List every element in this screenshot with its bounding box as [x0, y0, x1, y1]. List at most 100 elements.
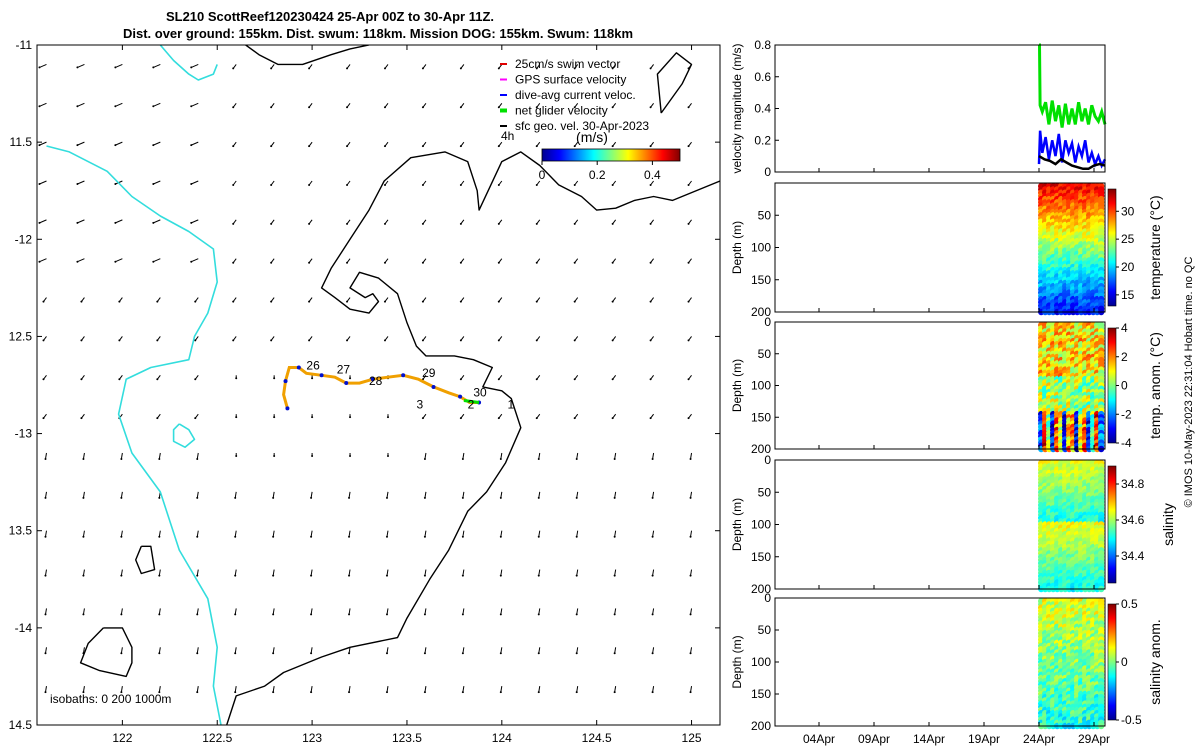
current-vector — [82, 647, 85, 654]
track-dot — [458, 394, 463, 399]
current-vector-head — [272, 574, 275, 577]
current-vector-head — [614, 730, 616, 732]
current-vector-head — [535, 300, 538, 303]
current-vector-head — [310, 496, 313, 499]
current-vector-head — [575, 535, 578, 538]
current-vector-head — [383, 145, 386, 148]
current-vector — [310, 686, 313, 693]
current-vector — [158, 608, 161, 615]
current-vector-head — [270, 184, 273, 186]
current-vector — [652, 569, 655, 576]
y-tick-label: 0 — [764, 453, 771, 467]
current-vector-head — [386, 416, 389, 419]
y-tick-label: 0 — [764, 315, 771, 329]
current-vector-head — [497, 67, 500, 70]
y-tick-label: 0 — [764, 165, 771, 179]
x-tick-label: 122.5 — [202, 731, 232, 745]
current-vector-head — [44, 535, 47, 538]
current-vector — [196, 530, 199, 537]
current-vector-head — [576, 730, 578, 732]
net-velocity-segment — [463, 399, 480, 404]
map-colorbar — [541, 148, 681, 162]
current-vector-head — [651, 458, 654, 460]
current-vector — [191, 102, 199, 107]
current-vector-head — [42, 300, 45, 303]
current-vector-head — [190, 221, 193, 224]
y-tick-label: -12 — [15, 232, 33, 246]
y-tick-label: -11 — [16, 38, 33, 52]
current-vector-head — [38, 221, 41, 224]
current-vector-head — [308, 67, 311, 70]
current-vector-head — [234, 613, 237, 616]
current-vector — [44, 452, 47, 460]
current-vector — [196, 569, 199, 576]
isobath-island1 — [79, 627, 133, 678]
current-vector-head — [348, 730, 350, 732]
current-vector — [462, 686, 465, 693]
current-vector — [158, 686, 161, 693]
current-vector — [158, 452, 161, 460]
current-vector-head — [573, 222, 576, 225]
current-vector-head — [196, 730, 198, 732]
current-vector-head — [76, 183, 79, 185]
current-vector-head — [497, 222, 500, 225]
current-vector — [39, 258, 47, 263]
current-vector-head — [196, 535, 199, 538]
current-vector-head — [649, 222, 652, 225]
day-label: 28 — [369, 374, 383, 388]
current-vector-head — [573, 67, 576, 70]
current-vector-head — [76, 66, 79, 69]
track-dot — [370, 377, 375, 382]
current-vector-head — [459, 378, 462, 381]
current-vector — [196, 491, 199, 498]
current-vector-head — [649, 378, 652, 381]
map-frame — [36, 44, 721, 726]
current-vector-head — [459, 417, 462, 420]
current-vector-head — [383, 261, 386, 264]
current-vector-head — [537, 496, 540, 499]
current-vector-head — [462, 730, 464, 732]
current-vector-head — [156, 378, 159, 381]
current-vector — [652, 530, 655, 537]
current-vector-head — [80, 300, 83, 303]
current-vector-head — [346, 145, 349, 148]
track-dot — [319, 373, 324, 378]
current-vector — [424, 686, 427, 693]
current-vector-head — [538, 730, 540, 732]
current-vector-head — [308, 261, 311, 264]
current-vector-head — [649, 184, 652, 186]
current-vector-head — [76, 105, 79, 108]
current-vector-head — [232, 67, 235, 70]
current-vector — [153, 63, 161, 68]
current-vector — [614, 491, 617, 498]
current-vector — [153, 102, 161, 107]
current-vector-head — [461, 535, 464, 538]
current-vector-head — [44, 574, 47, 577]
current-vector-head — [348, 574, 351, 577]
colorbar-tick-label: 34.4 — [1121, 549, 1145, 563]
current-vector-head — [114, 221, 117, 224]
y-tick-label: 13.5 — [9, 524, 33, 538]
current-vector-head — [272, 613, 275, 616]
day-labels: 26 27 28 29 30 3 2 1 — [306, 358, 514, 411]
colorbar-label: temp. anom. (°C) — [1147, 332, 1163, 439]
map-panel: 26 27 28 29 30 3 2 1 122 122.5 123 123.5 124 124.5 12… — [9, 38, 721, 745]
current-vector — [690, 452, 693, 460]
current-vector-head — [611, 145, 614, 148]
current-vector — [463, 724, 464, 725]
map-legend: 25cm/s swim vector GPS surface velocitydi… — [500, 57, 649, 133]
current-vector — [577, 724, 578, 725]
current-vector — [424, 647, 427, 654]
current-vector-head — [459, 184, 462, 186]
current-vector-head — [499, 496, 502, 499]
panel-1: 15 20 25 30 temperature (°C) 50 100 150 200 Depth… — [730, 182, 1163, 319]
current-vector-head — [114, 183, 117, 185]
y-tick-label: -14 — [15, 621, 33, 635]
colorbar-tick-label: -2 — [1121, 407, 1132, 421]
colorbar-tick-label: 0 — [539, 168, 546, 182]
day-label: 2 — [468, 397, 475, 411]
current-vector-head — [537, 652, 540, 655]
current-vector — [462, 530, 465, 537]
current-vector-head — [270, 300, 273, 303]
colorbar-tick-label: 30 — [1121, 204, 1135, 218]
